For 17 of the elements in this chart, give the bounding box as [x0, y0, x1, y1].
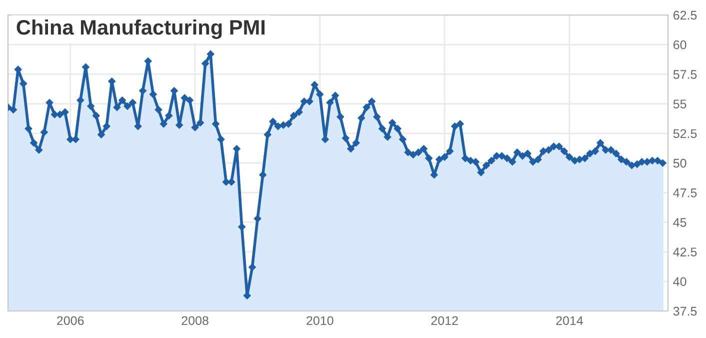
y-tick-label: 37.5	[673, 306, 697, 316]
y-tick-label: 55	[673, 100, 686, 108]
y-tick-label: 47.5	[673, 188, 697, 198]
y-tick-label: 52.5	[673, 129, 697, 138]
x-tick-label: 2012	[431, 316, 458, 326]
y-tick-label: 40	[673, 277, 686, 286]
y-tick-label: 62.5	[673, 10, 697, 20]
x-tick-label: 2014	[556, 316, 583, 326]
y-tick-label: 57.5	[673, 70, 697, 79]
y-tick-label: 60	[673, 40, 686, 50]
x-tick-label: 2006	[57, 316, 84, 326]
y-tick-label: 45	[673, 218, 686, 227]
y-tick-label: 42.5	[673, 248, 697, 256]
x-tick-label: 2010	[306, 316, 334, 326]
x-tick-label: 2008	[182, 316, 208, 326]
chart-title: China Manufacturing PMI	[16, 19, 265, 39]
y-tick-label: 50	[673, 158, 686, 168]
